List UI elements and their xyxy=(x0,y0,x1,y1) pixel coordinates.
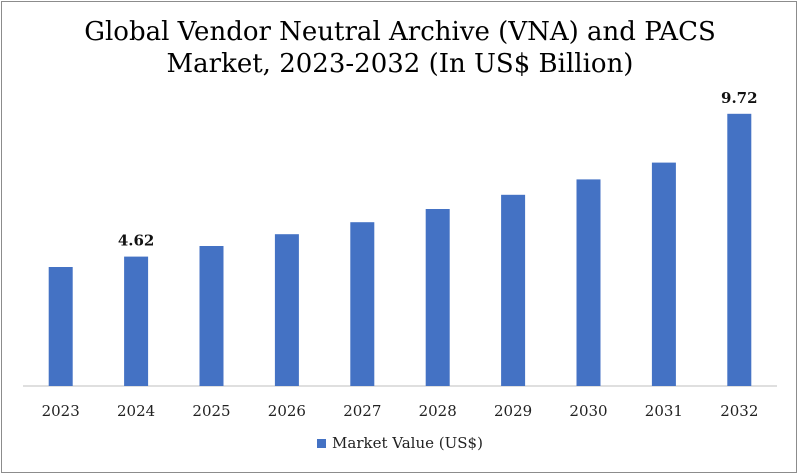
x-tick-label-2023: 2023 xyxy=(42,402,80,420)
chart-title-line-1: Global Vendor Neutral Archive (VNA) and … xyxy=(84,17,716,47)
x-tick-label-2026: 2026 xyxy=(268,402,306,420)
x-tick-label-2027: 2027 xyxy=(343,402,381,420)
bar-2030 xyxy=(576,179,601,386)
bar-2026 xyxy=(274,234,299,386)
bar-2027 xyxy=(350,222,375,386)
legend: Market Value (US$) xyxy=(0,434,800,452)
legend-label: Market Value (US$) xyxy=(332,434,483,452)
bar-2023 xyxy=(48,267,73,386)
bar-2025 xyxy=(199,246,224,386)
bar-2028 xyxy=(425,209,450,386)
x-tick-label-2029: 2029 xyxy=(494,402,532,420)
chart-title-line-2: Market, 2023-2032 (In US$ Billion) xyxy=(166,49,634,79)
legend-swatch xyxy=(317,439,327,448)
bar-2029 xyxy=(501,194,526,386)
x-tick-label-2025: 2025 xyxy=(192,402,230,420)
x-tick-label-2031: 2031 xyxy=(645,402,683,420)
x-tick-label-2028: 2028 xyxy=(419,402,457,420)
chart-title: Global Vendor Neutral Archive (VNA) and … xyxy=(0,16,800,80)
x-tick-label-2024: 2024 xyxy=(117,402,155,420)
data-label-2024: 4.62 xyxy=(118,232,155,250)
bar-2031 xyxy=(651,162,676,386)
bar-2032 xyxy=(727,113,752,387)
bar-2024 xyxy=(124,256,149,386)
data-label-2032: 9.72 xyxy=(721,89,758,107)
x-tick-label-2032: 2032 xyxy=(720,402,758,420)
x-tick-label-2030: 2030 xyxy=(569,402,607,420)
